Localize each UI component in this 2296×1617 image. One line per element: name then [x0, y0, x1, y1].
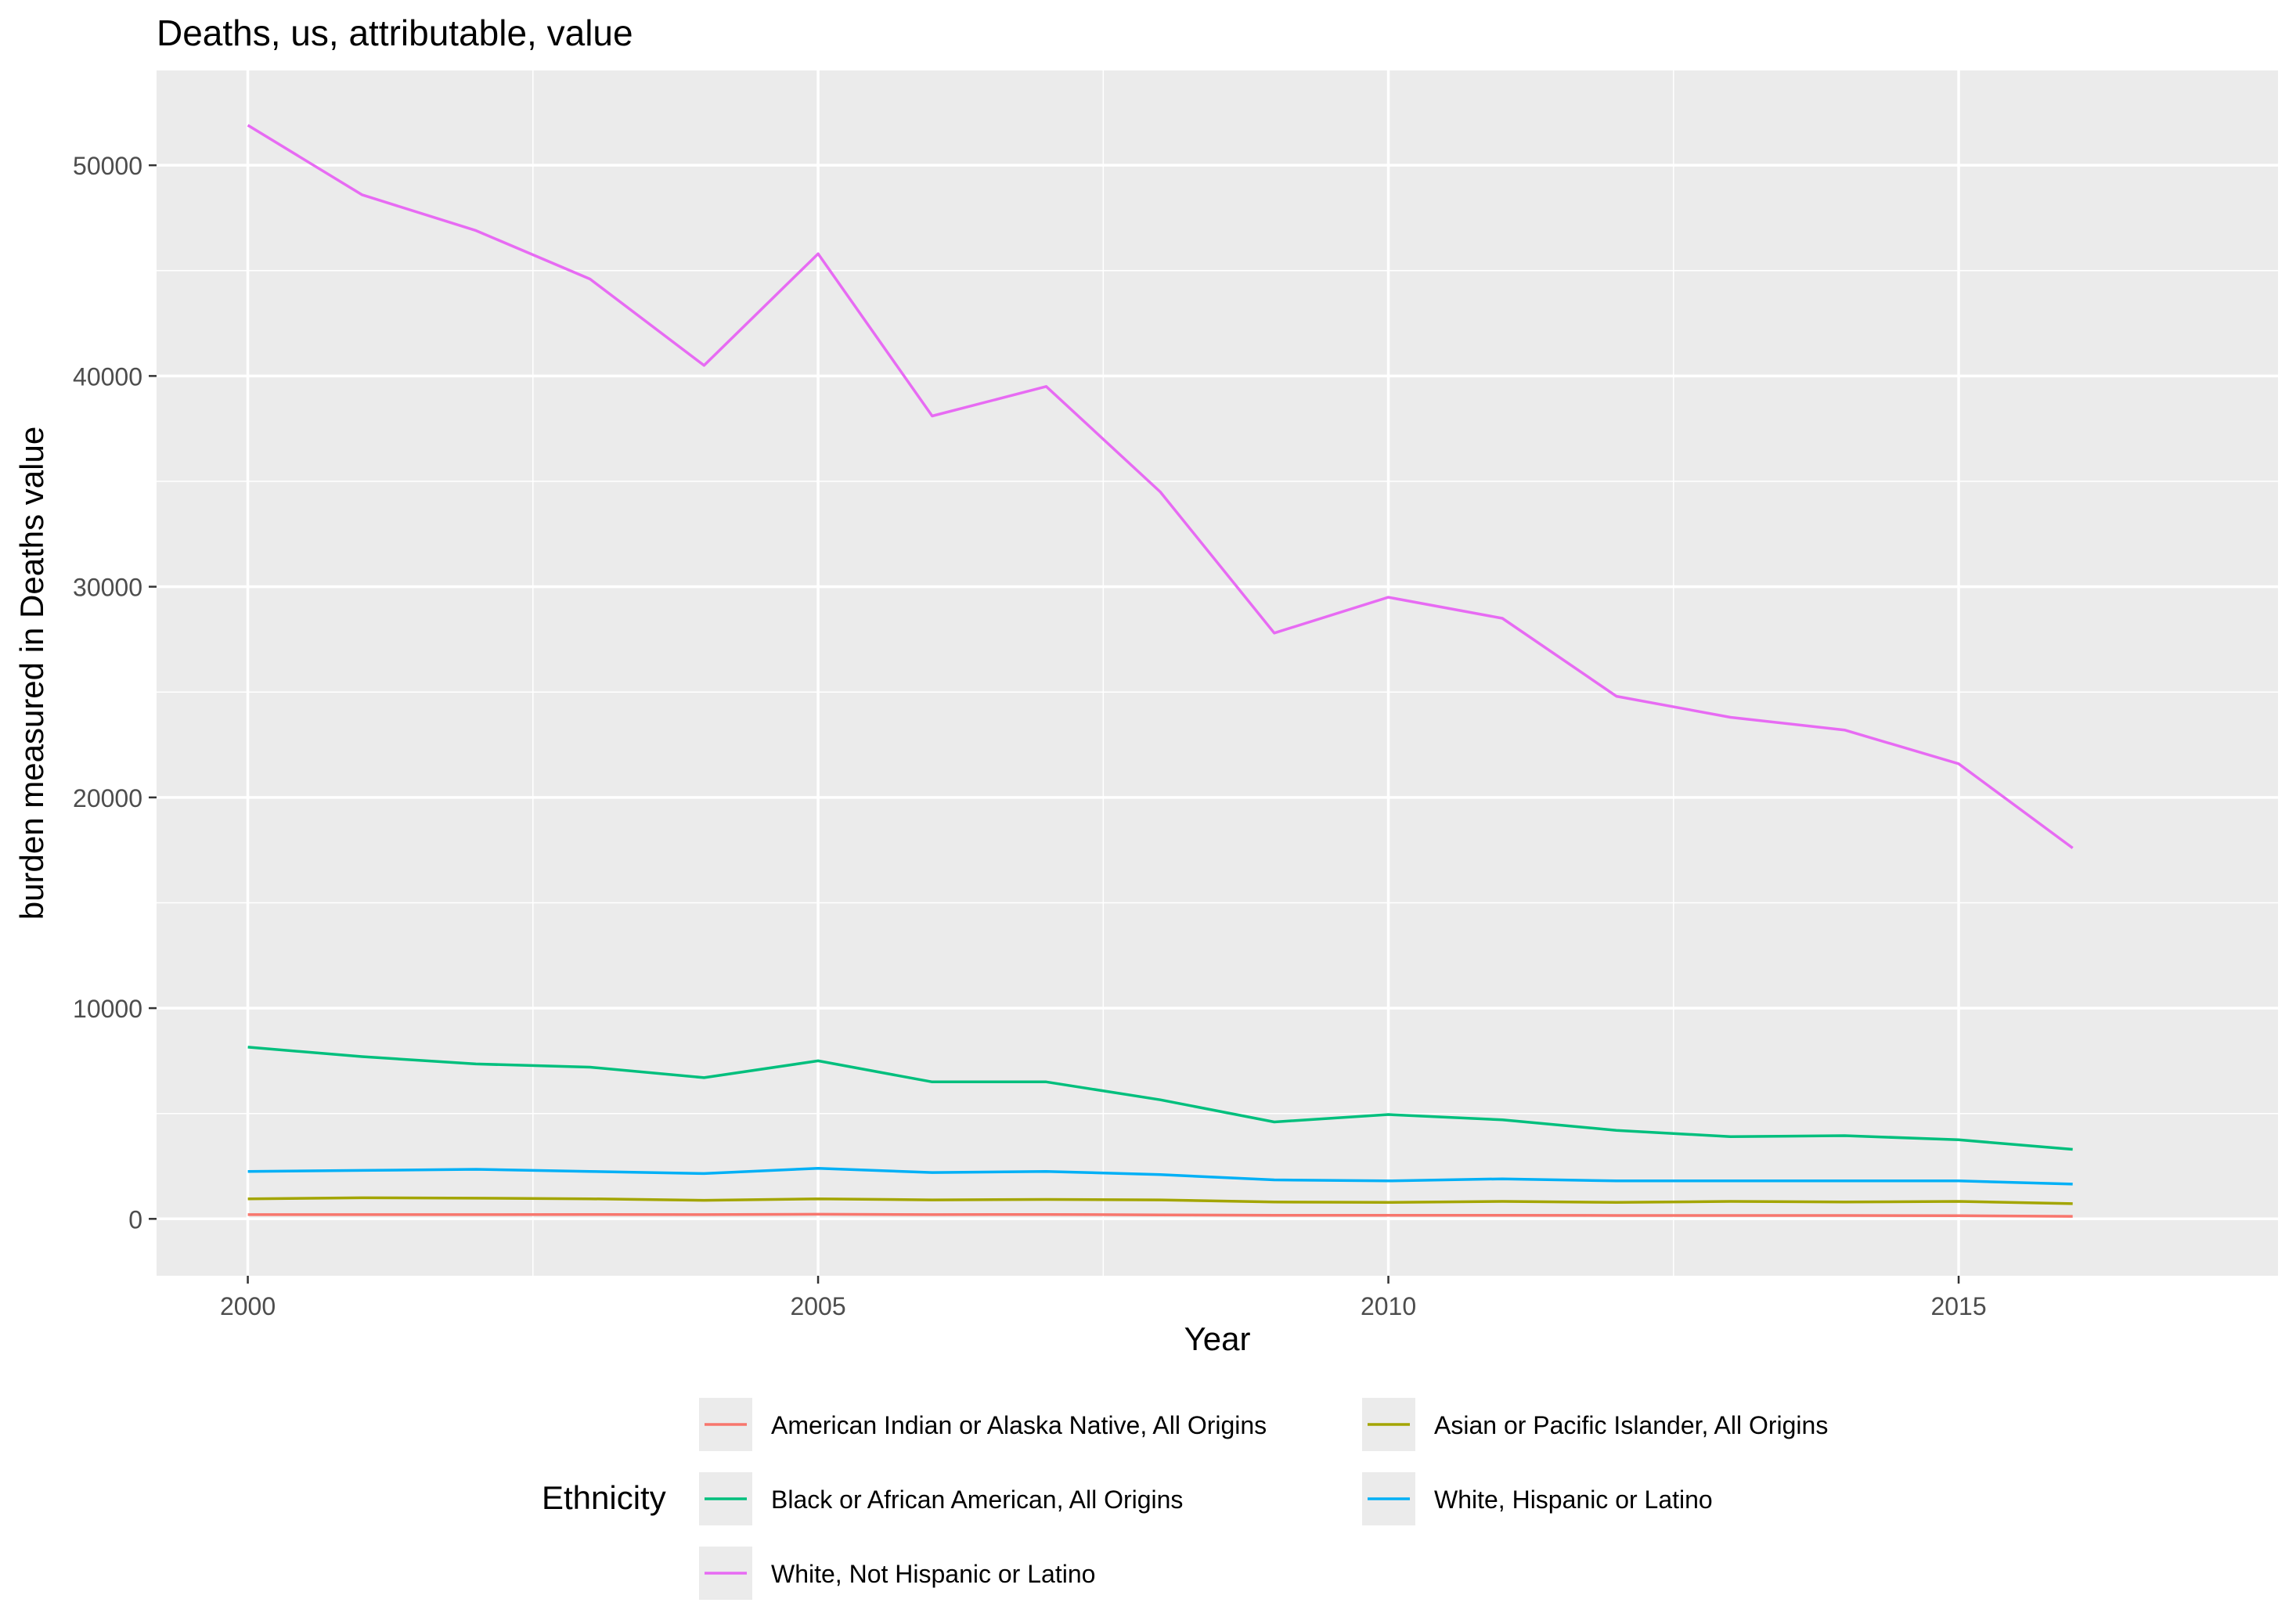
y-tick-label: 40000	[73, 362, 142, 391]
series-lines	[247, 124, 2074, 1218]
y-tick-label: 30000	[73, 574, 142, 602]
series-line	[247, 1166, 2073, 1186]
legend: Ethnicity American Indian or Alaska Nati…	[542, 1398, 1828, 1600]
legend-title: Ethnicity	[542, 1479, 666, 1516]
series-line	[247, 1046, 2073, 1151]
legend-item: American Indian or Alaska Native, All Or…	[699, 1398, 1267, 1451]
x-tick-label: 2010	[1361, 1292, 1416, 1320]
series-line	[247, 1212, 2073, 1218]
series-line	[247, 1196, 2073, 1205]
legend-item: Asian or Pacific Islander, All Origins	[1362, 1398, 1828, 1451]
y-tick-label: 10000	[73, 995, 142, 1023]
legend-label: Black or African American, All Origins	[771, 1486, 1183, 1514]
x-tick-label: 2005	[790, 1292, 845, 1320]
x-axis-label: Year	[1184, 1320, 1251, 1357]
x-axis: 2000 2005 2010 2015	[220, 1276, 1987, 1320]
legend-item: White, Hispanic or Latino	[1362, 1472, 1713, 1525]
series-line	[247, 124, 2074, 849]
y-tick-label: 50000	[73, 152, 142, 180]
x-tick-label: 2015	[1930, 1292, 1986, 1320]
legend-label: White, Hispanic or Latino	[1434, 1486, 1713, 1514]
legend-label: American Indian or Alaska Native, All Or…	[771, 1411, 1267, 1439]
legend-label: White, Not Hispanic or Latino	[771, 1560, 1095, 1588]
y-tick-label: 0	[128, 1205, 142, 1233]
legend-items: American Indian or Alaska Native, All Or…	[699, 1398, 1828, 1600]
grid-minor	[157, 70, 2278, 1276]
legend-item: Black or African American, All Origins	[699, 1472, 1183, 1525]
grid-major	[157, 70, 2278, 1276]
chart-title: Deaths, us, attributable, value	[157, 13, 633, 53]
legend-item: White, Not Hispanic or Latino	[699, 1547, 1095, 1600]
y-tick-label: 20000	[73, 784, 142, 812]
plot-panel	[157, 70, 2278, 1276]
y-axis: 0 10000 20000 30000 40000 50000	[73, 152, 157, 1233]
x-tick-label: 2000	[220, 1292, 276, 1320]
legend-label: Asian or Pacific Islander, All Origins	[1434, 1411, 1828, 1439]
y-axis-label: burden measured in Deaths value	[13, 427, 50, 920]
